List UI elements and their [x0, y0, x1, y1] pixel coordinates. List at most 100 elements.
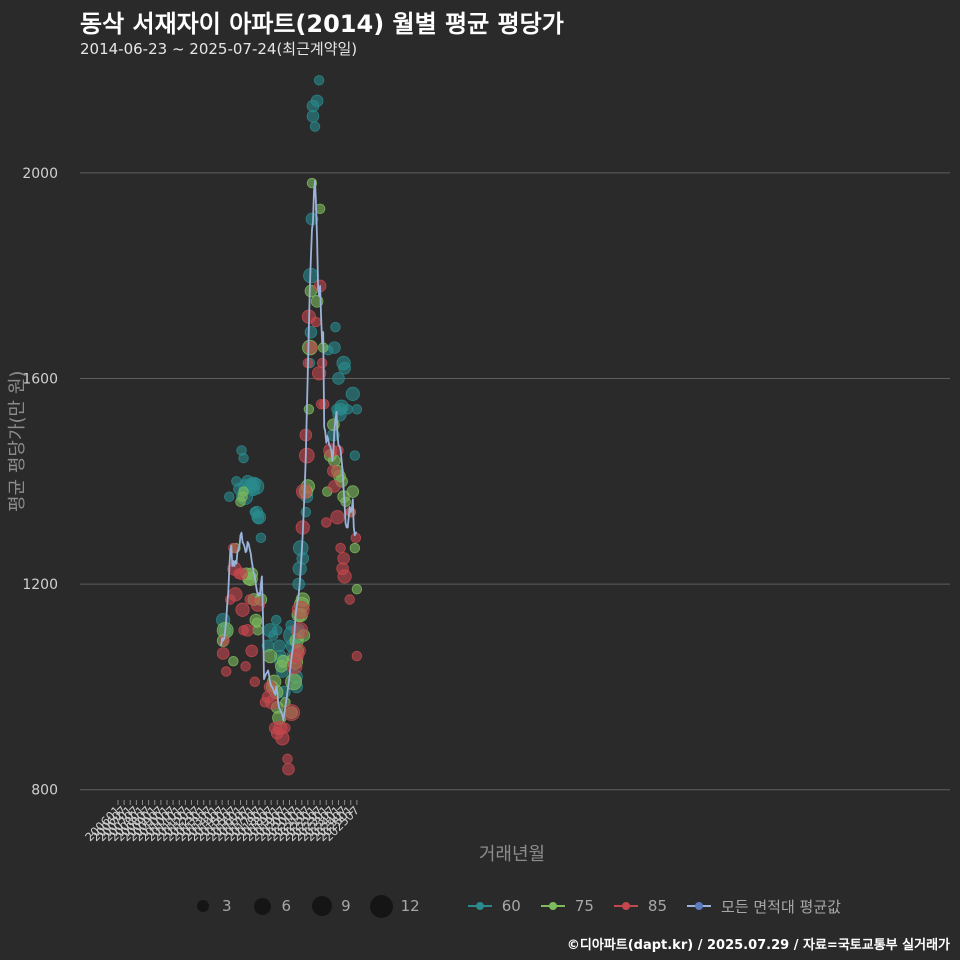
- data-point-75: [252, 625, 264, 636]
- data-point-85: [241, 624, 254, 637]
- data-point-75: [238, 486, 249, 497]
- size-legend-3: 3: [190, 897, 236, 915]
- size-legend-label: 12: [400, 897, 420, 915]
- data-point-60: [349, 450, 361, 461]
- y-tick-label: 1600: [22, 371, 58, 387]
- data-point-60: [238, 452, 249, 464]
- data-point-60: [309, 121, 321, 132]
- data-point-85: [335, 542, 346, 554]
- series-legend-label: 60: [501, 897, 521, 915]
- data-point-85: [337, 569, 352, 584]
- data-point-85: [216, 647, 230, 660]
- size-dot-icon: [254, 897, 272, 915]
- data-point-85: [235, 567, 248, 581]
- series-swatch-icon: [539, 899, 567, 913]
- data-point-60: [351, 404, 363, 415]
- data-point-85: [337, 552, 350, 565]
- data-point-60: [330, 321, 341, 333]
- y-axis-ticks: 800 1200 1600 2000: [22, 166, 58, 799]
- series-swatch-icon: [466, 899, 494, 913]
- data-point-85: [316, 357, 328, 369]
- data-point-60: [251, 510, 266, 525]
- size-legend-9: 9: [309, 896, 355, 916]
- size-legend-label: 9: [341, 897, 351, 915]
- data-point-60: [296, 552, 310, 565]
- data-point-85: [351, 650, 363, 662]
- data-point-85: [282, 762, 295, 776]
- chart-subtitle: 2014-06-23 ~ 2025-07-24(최근계약일): [80, 40, 358, 58]
- data-point-85: [275, 731, 290, 746]
- data-point-85: [249, 676, 260, 687]
- x-axis-label: 거래년월: [478, 844, 546, 865]
- size-dot-icon: [312, 896, 333, 916]
- chart-title: 동삭 서재자이 아파트(2014) 월별 평균 평당가: [80, 10, 564, 38]
- data-point-85: [228, 587, 243, 602]
- data-point-85: [327, 464, 340, 478]
- data-point-85: [235, 602, 250, 617]
- source-caption: ©디아파트(dapt.kr) / 2025.07.29 / 자료=국토교통부 실…: [566, 938, 950, 953]
- data-point-85: [240, 661, 251, 672]
- series-legend-label: 85: [647, 897, 668, 915]
- data-point-60: [332, 372, 345, 385]
- size-legend-label: 3: [222, 897, 232, 915]
- data-point-75: [351, 584, 363, 595]
- data-point-85: [280, 722, 291, 734]
- data-point-85: [333, 445, 344, 456]
- size-legend-12: 12: [369, 894, 424, 918]
- y-tick-label: 800: [31, 783, 58, 799]
- data-point-85: [299, 447, 315, 464]
- average-line: [220, 179, 357, 722]
- legend: 3 6 9 12 60 75 85 모든 면적대 평균값: [190, 893, 859, 919]
- series-legend-average: 모든 면적대 평균값: [685, 896, 845, 917]
- x-axis-ticks: 2006012006072007012007072008012008072009…: [82, 800, 362, 844]
- series-legend-label: 모든 면적대 평균값: [721, 897, 841, 916]
- data-point-60: [272, 625, 283, 636]
- data-point-60: [247, 477, 265, 495]
- data-point-60: [271, 614, 282, 626]
- data-point-85: [310, 316, 322, 328]
- series-legend-85: 85: [612, 897, 671, 915]
- size-legend-label: 6: [281, 897, 292, 915]
- data-point-60: [342, 404, 353, 415]
- data-point-85: [328, 480, 341, 493]
- data-point-85: [221, 666, 232, 677]
- scatter-points: [216, 75, 363, 776]
- y-tick-label: 2000: [22, 166, 58, 182]
- data-point-85: [282, 753, 293, 765]
- series-legend-75: 75: [539, 897, 598, 915]
- data-point-60: [313, 75, 325, 86]
- data-point-85: [245, 644, 259, 658]
- data-point-60: [224, 491, 235, 502]
- data-point-75: [228, 655, 239, 667]
- data-point-60: [300, 506, 312, 518]
- data-point-60: [345, 386, 360, 401]
- data-point-85: [291, 643, 306, 659]
- data-point-60: [255, 532, 267, 544]
- data-point-85: [265, 695, 280, 710]
- series-swatch-icon: [685, 899, 713, 913]
- data-point-75: [263, 648, 278, 664]
- data-point-75: [340, 496, 351, 508]
- size-dot-icon: [197, 900, 209, 912]
- size-dot-icon: [370, 894, 394, 918]
- series-swatch-icon: [612, 899, 640, 913]
- data-point-60: [310, 94, 324, 108]
- y-tick-label: 1200: [22, 577, 58, 593]
- series-legend-60: 60: [466, 897, 525, 915]
- data-point-85: [330, 510, 345, 525]
- data-point-60: [304, 325, 318, 339]
- series-legend-label: 75: [574, 897, 594, 915]
- data-point-85: [304, 341, 318, 354]
- data-point-75: [349, 542, 361, 554]
- data-point-85: [250, 597, 265, 612]
- data-point-60: [328, 341, 341, 354]
- size-legend-6: 6: [250, 897, 296, 915]
- data-point-60: [338, 361, 351, 375]
- y-axis-label: 평균 평당가(만 원): [7, 370, 28, 512]
- data-point-85: [344, 594, 355, 605]
- data-point-85: [321, 517, 332, 528]
- data-point-75: [346, 485, 360, 498]
- y-gridlines: [80, 172, 950, 791]
- average-line-layer: [220, 179, 357, 722]
